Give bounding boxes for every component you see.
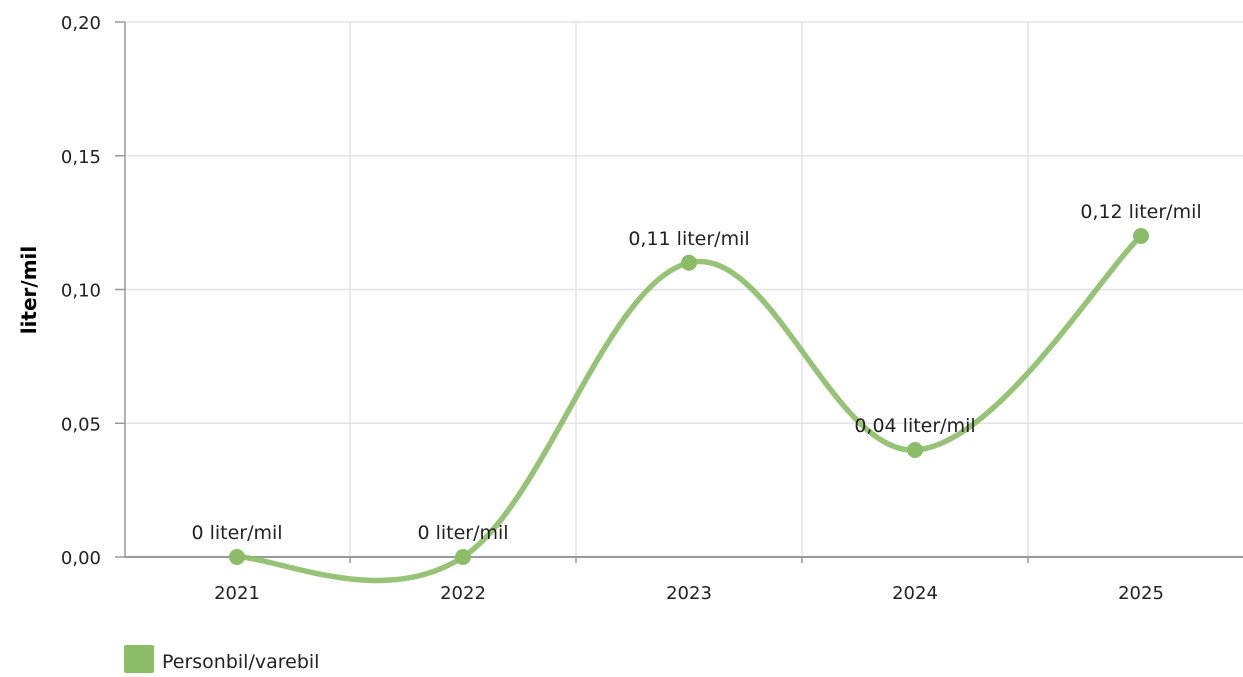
x-tick-label: 2022 <box>440 583 486 604</box>
y-tick-labels: 0,00 0,05 0,10 0,15 0,20 <box>61 13 101 569</box>
y-tick-label: 0,15 <box>61 147 101 168</box>
axes <box>115 21 1243 563</box>
legend-label-personbil-varebil: Personbil/varebil <box>162 651 319 673</box>
data-label: 0,11 liter/mil <box>628 228 749 250</box>
y-axis-title: liter/mil <box>17 246 41 335</box>
legend-swatch-icon <box>124 645 154 673</box>
series-line-personbil-varebil[interactable] <box>234 233 1144 584</box>
series <box>234 233 1144 584</box>
data-point[interactable] <box>681 254 697 271</box>
data-label: 0 liter/mil <box>417 522 508 544</box>
data-label: 0,04 liter/mil <box>854 415 975 437</box>
data-point[interactable] <box>229 549 245 565</box>
data-point[interactable] <box>1133 228 1149 244</box>
x-tick-labels: 2021 2022 2023 2024 2025 <box>214 583 1164 604</box>
y-tick-label: 0,05 <box>61 414 101 435</box>
x-tick-label: 2023 <box>666 583 712 604</box>
y-tick-label: 0,00 <box>61 548 101 569</box>
x-tick-label: 2024 <box>892 583 938 604</box>
legend[interactable]: Personbil/varebil <box>124 645 319 673</box>
y-tick-label: 0,20 <box>61 13 101 34</box>
data-point[interactable] <box>907 442 923 458</box>
data-point[interactable] <box>455 549 471 565</box>
data-points <box>229 228 1149 565</box>
grid-lines <box>125 21 1243 557</box>
data-label: 0 liter/mil <box>191 522 282 544</box>
y-tick-label: 0,10 <box>61 281 101 302</box>
data-label: 0,12 liter/mil <box>1080 201 1201 223</box>
data-labels: 0 liter/mil 0 liter/mil 0,11 liter/mil 0,04… <box>191 201 1201 544</box>
x-tick-label: 2021 <box>214 583 260 604</box>
x-tick-label: 2025 <box>1118 583 1164 604</box>
